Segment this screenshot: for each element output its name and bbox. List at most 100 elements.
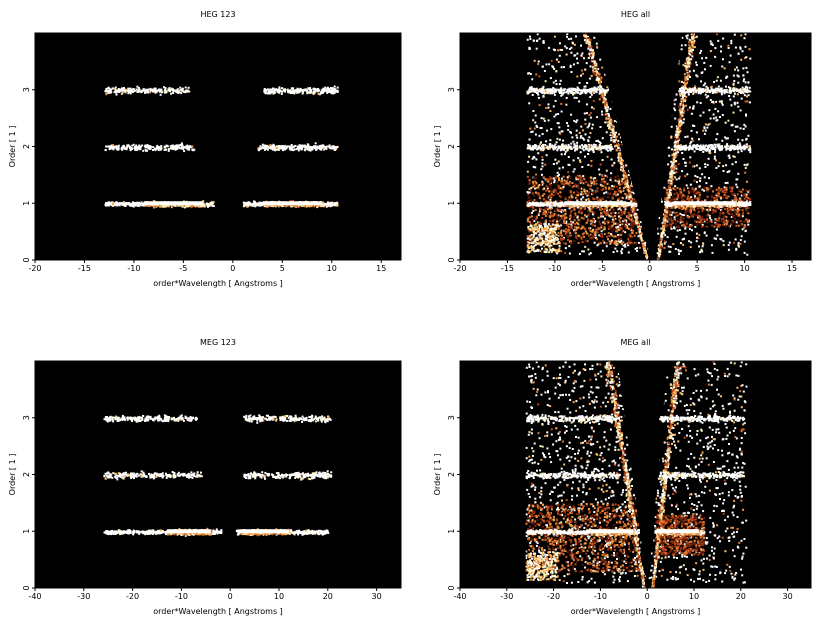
order-1-peak [262, 201, 322, 206]
event-pixel [725, 76, 728, 79]
event-pixel [118, 90, 121, 93]
event-pixel [567, 143, 570, 146]
event-pixel [526, 38, 529, 41]
event-pixel [585, 221, 588, 224]
event-pixel [676, 214, 679, 217]
event-pixel [575, 134, 578, 137]
event-pixel [607, 210, 610, 213]
event-pixel [606, 211, 609, 214]
event-pixel [538, 134, 541, 137]
event-pixel [526, 201, 529, 204]
event-pixel [551, 215, 554, 218]
event-pixel [559, 200, 562, 203]
event-pixel [322, 148, 325, 151]
event-pixel [562, 175, 565, 178]
event-pixel [617, 175, 619, 177]
event-pixel [611, 195, 614, 198]
event-pixel [734, 125, 737, 128]
event-pixel [620, 141, 623, 143]
event-pixel [572, 140, 575, 143]
event-pixel [322, 145, 325, 148]
event-pixel [153, 87, 156, 90]
event-pixel [160, 88, 163, 91]
event-pixel [282, 145, 285, 148]
event-pixel [537, 60, 540, 63]
event-pixel [629, 219, 632, 222]
event-pixel [609, 179, 612, 181]
event-pixel [570, 224, 573, 227]
event-pixel [630, 218, 633, 221]
event-pixel [633, 234, 636, 237]
event-pixel [141, 89, 144, 92]
event-pixel [624, 223, 627, 226]
event-pixel [576, 216, 579, 219]
event-pixel [706, 208, 709, 211]
event-pixel [329, 203, 332, 205]
event-pixel [554, 99, 557, 102]
event-pixel [178, 89, 181, 92]
event-pixel [620, 196, 623, 199]
event-pixel [716, 76, 719, 79]
event-pixel [680, 80, 683, 83]
event-pixel [736, 186, 739, 189]
event-pixel [610, 225, 613, 228]
event-pixel [336, 91, 339, 93]
event-pixel [555, 113, 557, 116]
event-pixel [608, 208, 611, 211]
event-pixel [308, 147, 311, 150]
event-pixel [712, 100, 715, 103]
event-pixel [694, 195, 696, 198]
event-pixel [173, 147, 176, 150]
event-pixel [733, 80, 736, 82]
event-pixel [629, 212, 632, 214]
event-pixel [572, 216, 575, 219]
event-pixel [316, 90, 319, 93]
event-pixel [587, 206, 590, 209]
event-pixel [137, 90, 140, 93]
event-pixel [664, 234, 667, 237]
event-pixel [169, 147, 172, 150]
event-pixel [570, 194, 573, 197]
event-pixel [129, 147, 132, 150]
event-pixel [534, 180, 537, 183]
event-pixel [733, 198, 736, 201]
event-pixel [704, 149, 707, 152]
event-pixel [723, 67, 726, 70]
event-pixel [281, 90, 284, 93]
event-pixel [677, 151, 680, 154]
event-pixel [326, 91, 329, 94]
event-pixel [624, 225, 627, 228]
event-pixel [707, 213, 710, 216]
event-pixel [119, 88, 122, 91]
event-pixel [704, 123, 707, 126]
event-pixel [718, 219, 720, 222]
event-pixel [677, 163, 680, 166]
event-pixel [283, 204, 286, 207]
event-pixel [714, 55, 717, 58]
event-pixel [116, 201, 118, 204]
event-pixel [105, 89, 108, 92]
event-pixel [725, 194, 728, 197]
event-pixel [715, 159, 718, 162]
event-pixel [565, 224, 568, 227]
event-pixel [585, 198, 588, 201]
event-pixel [154, 149, 157, 152]
event-pixel [163, 90, 166, 92]
event-pixel [624, 185, 627, 188]
event-pixel [684, 65, 687, 68]
event-pixel [634, 222, 637, 225]
event-pixel [565, 53, 568, 56]
event-pixel [203, 205, 206, 208]
event-pixel [112, 144, 114, 147]
event-pixel [109, 202, 112, 205]
event-pixel [637, 241, 640, 244]
event-pixel [631, 225, 634, 228]
event-pixel [593, 181, 596, 184]
event-pixel [538, 37, 541, 40]
event-pixel [568, 163, 571, 166]
event-pixel [736, 93, 739, 96]
event-pixel [601, 249, 604, 252]
event-pixel [138, 147, 141, 150]
event-pixel [292, 149, 295, 152]
event-pixel [570, 211, 572, 214]
